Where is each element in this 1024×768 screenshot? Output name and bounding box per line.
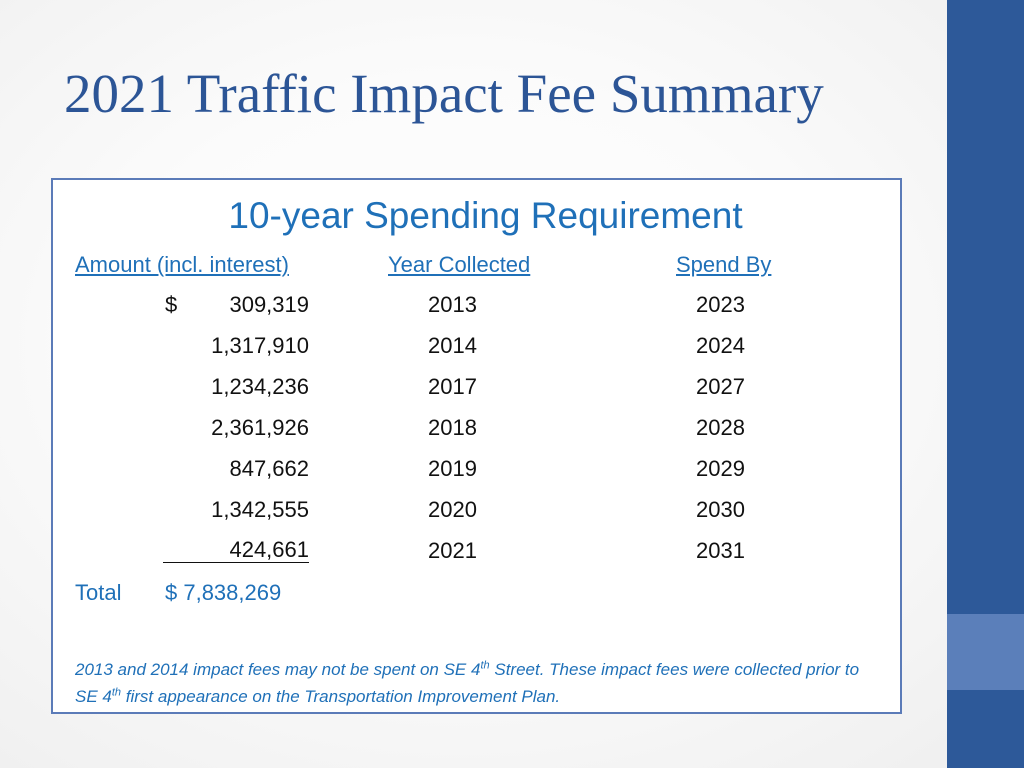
table-row: 2,361,926 2018 2028: [53, 415, 893, 456]
year-collected-cell: 2018: [428, 415, 477, 440]
table-row: 847,662 2019 2029: [53, 456, 893, 497]
amount-cell: 1,234,236: [211, 374, 309, 399]
year-collected-cell: 2014: [428, 333, 477, 358]
summary-panel: 10-year Spending Requirement Amount (inc…: [51, 178, 902, 714]
column-header-year-collected: Year Collected: [388, 252, 531, 277]
slide-title: 2021 Traffic Impact Fee Summary: [64, 63, 824, 124]
year-collected-cell: 2020: [428, 497, 477, 522]
amount-cell: 847,662: [229, 456, 309, 481]
amount-cell: 424,661: [163, 538, 309, 563]
fee-table-rows: $ 309,319 2013 2023 1,317,910 2014 2024 …: [53, 292, 893, 579]
year-collected-cell: 2013: [428, 292, 477, 317]
spend-by-cell: 2024: [696, 333, 745, 358]
amount-cell: 309,319: [229, 292, 309, 317]
table-row: 1,317,910 2014 2024: [53, 333, 893, 374]
spend-by-cell: 2031: [696, 538, 745, 563]
footnote-superscript-1: th: [480, 659, 490, 672]
table-row: 1,342,555 2020 2030: [53, 497, 893, 538]
table-row: $ 309,319 2013 2023: [53, 292, 893, 333]
spend-by-cell: 2029: [696, 456, 745, 481]
column-header-spend-by: Spend By: [676, 252, 772, 277]
currency-symbol: $: [165, 292, 178, 317]
amount-cell: 1,317,910: [211, 333, 309, 358]
spend-by-cell: 2030: [696, 497, 745, 522]
footnote: 2013 and 2014 impact fees may not be spe…: [75, 656, 885, 710]
total-value: $ 7,838,269: [165, 580, 282, 605]
side-decoration-accent: [947, 614, 1024, 690]
amount-cell: 2,361,926: [211, 415, 309, 440]
total-label: Total: [75, 580, 122, 605]
spend-by-cell: 2023: [696, 292, 745, 317]
year-collected-cell: 2021: [428, 538, 477, 563]
amount-cell: 1,342,555: [211, 497, 309, 522]
table-row: 424,661 2021 2031: [53, 538, 893, 579]
footnote-text-2: Street. These impact fees were collected…: [75, 660, 860, 706]
spend-by-cell: 2028: [696, 415, 745, 440]
footnote-superscript-2: th: [111, 686, 122, 699]
footnote-text-3: first appearance on the Transportation I…: [121, 687, 561, 706]
table-row: 1,234,236 2017 2027: [53, 374, 893, 415]
year-collected-cell: 2019: [428, 456, 477, 481]
column-header-amount: Amount (incl. interest): [75, 252, 289, 277]
spend-by-cell: 2027: [696, 374, 745, 399]
footnote-text-1: 2013 and 2014 impact fees may not be spe…: [75, 660, 481, 679]
year-collected-cell: 2017: [428, 374, 477, 399]
panel-heading: 10-year Spending Requirement: [228, 195, 743, 236]
